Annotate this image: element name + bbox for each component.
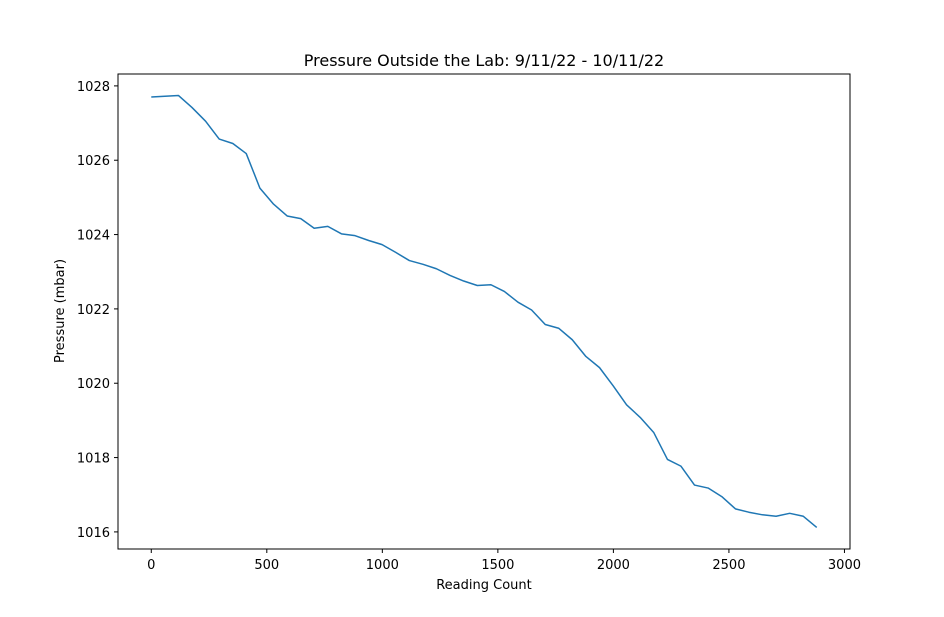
x-tick-label: 2000 [597, 558, 630, 573]
plot-frame [117, 73, 851, 550]
x-tick-label: 0 [147, 558, 155, 573]
y-tick-label: 1022 [77, 303, 110, 318]
x-tick-label: 500 [254, 558, 279, 573]
x-axis-label: Reading Count [436, 578, 532, 593]
x-tick-label: 2500 [712, 558, 745, 573]
y-tick-label: 1018 [77, 452, 110, 467]
data-line [151, 94, 818, 529]
y-tick-label: 1028 [77, 80, 110, 95]
y-tick-label: 1024 [77, 229, 110, 244]
y-tick-label: 1020 [77, 377, 110, 392]
x-tick-label: 3000 [828, 558, 861, 573]
y-tick-label: 1026 [77, 154, 110, 169]
x-tick-label: 1000 [366, 558, 399, 573]
y-axis-label: Pressure (mbar) [53, 259, 68, 363]
y-tick-label: 1016 [77, 526, 110, 541]
x-tick-label: 1500 [481, 558, 514, 573]
chart-title: Pressure Outside the Lab: 9/11/22 - 10/1… [304, 51, 664, 70]
